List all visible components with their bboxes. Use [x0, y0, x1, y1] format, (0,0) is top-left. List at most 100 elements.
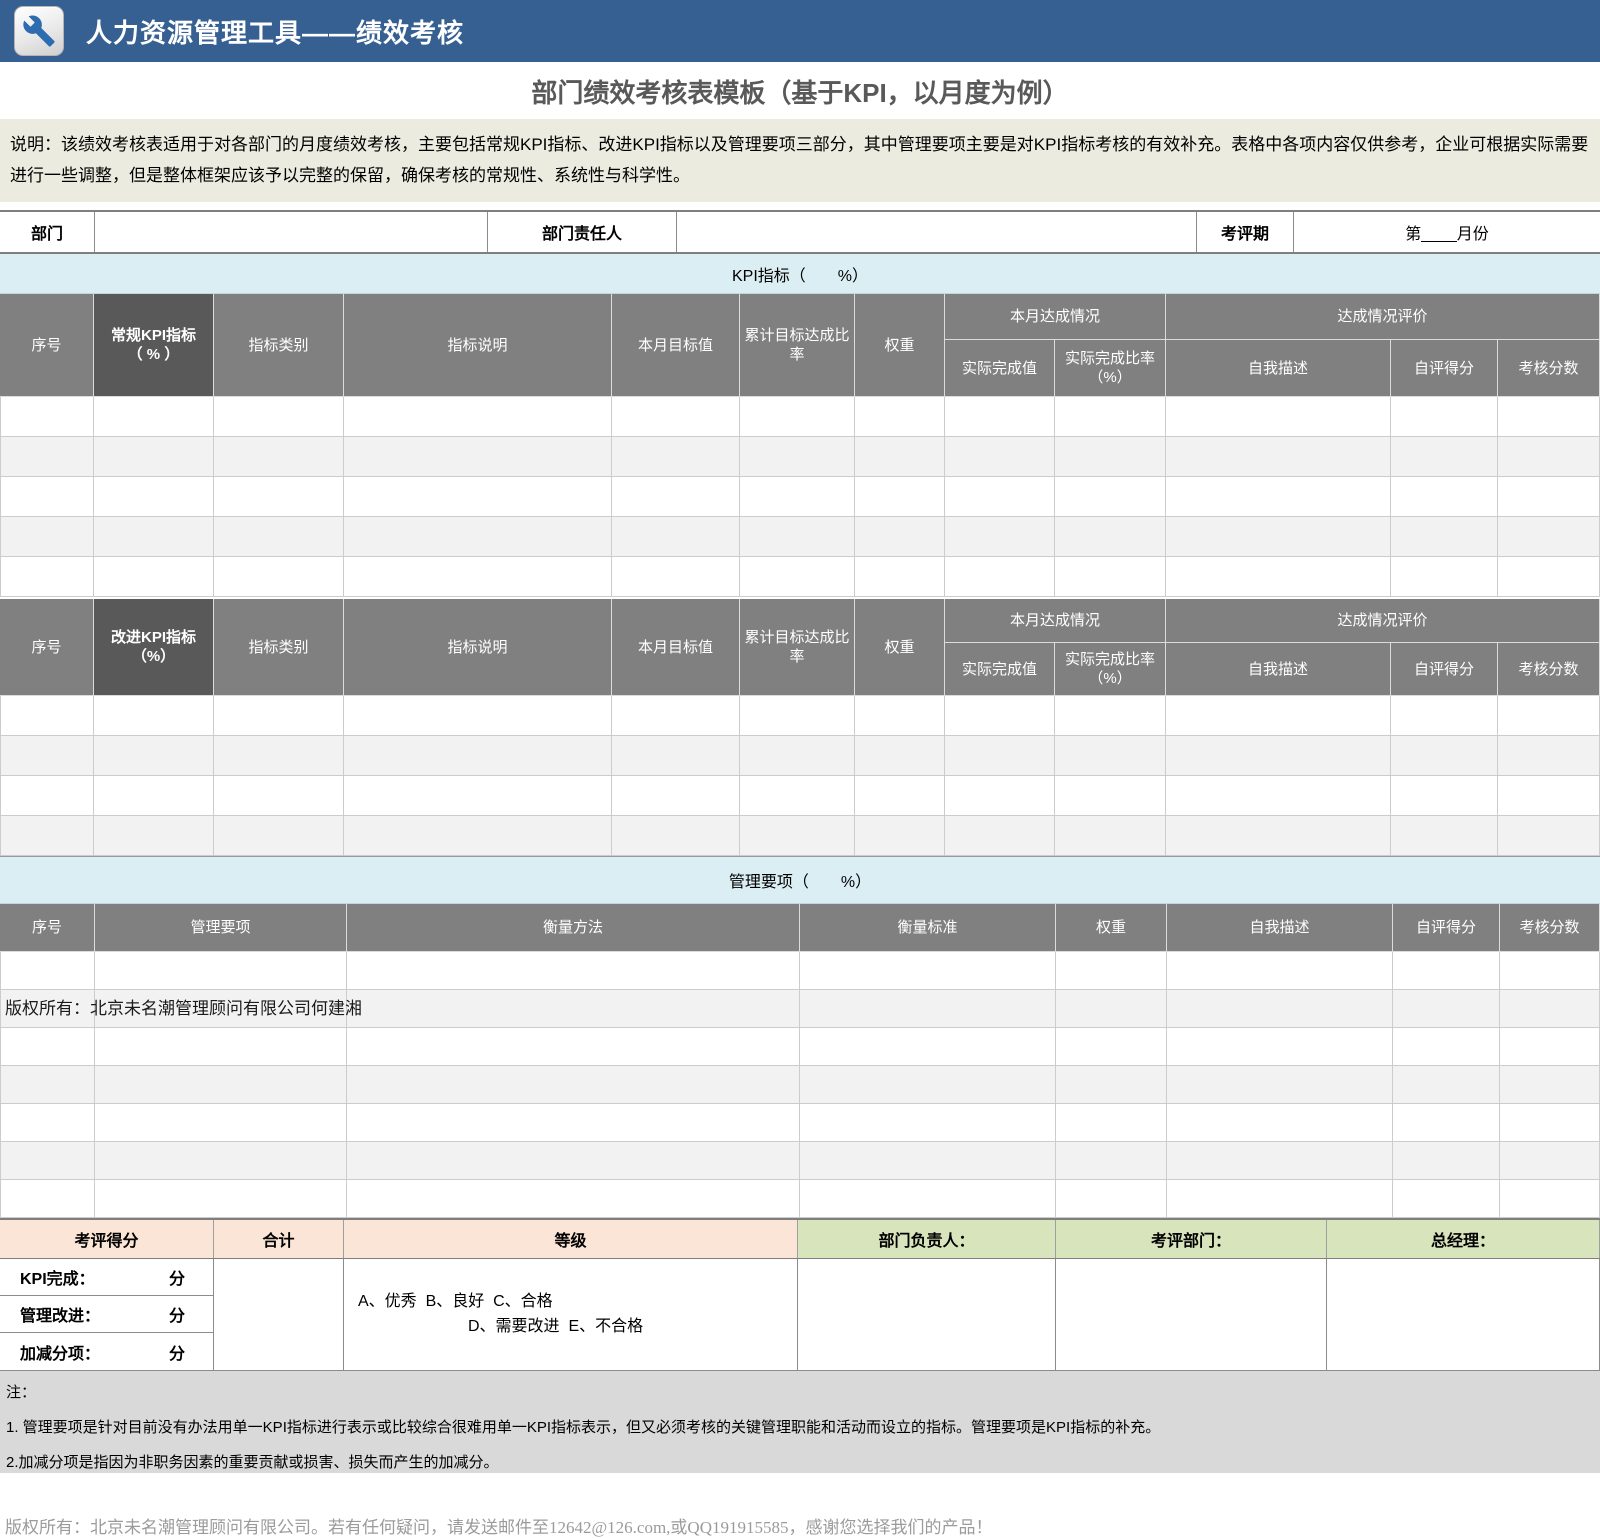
empty-cell[interactable]: [0, 517, 94, 558]
empty-cell[interactable]: [0, 696, 94, 737]
empty-cell[interactable]: [1391, 437, 1498, 478]
empty-cell[interactable]: [1498, 696, 1600, 737]
empty-cell[interactable]: [740, 397, 855, 438]
empty-cell[interactable]: [855, 477, 945, 518]
empty-cell[interactable]: [1498, 397, 1600, 438]
empty-cell[interactable]: [0, 736, 94, 777]
empty-cell[interactable]: [1391, 696, 1498, 737]
empty-cell[interactable]: [1391, 517, 1498, 558]
empty-cell[interactable]: [95, 1142, 347, 1181]
empty-cell[interactable]: [800, 1180, 1056, 1219]
empty-cell[interactable]: [1055, 517, 1166, 558]
owner-input[interactable]: [677, 212, 1197, 253]
empty-cell[interactable]: [344, 816, 612, 857]
empty-cell[interactable]: [94, 397, 214, 438]
empty-cell[interactable]: [1166, 397, 1391, 438]
empty-cell[interactable]: [740, 437, 855, 478]
empty-cell[interactable]: [1167, 1142, 1393, 1181]
empty-cell[interactable]: [214, 736, 344, 777]
empty-cell[interactable]: [1056, 1180, 1167, 1219]
empty-cell[interactable]: [612, 816, 740, 857]
empty-cell[interactable]: [1167, 952, 1393, 991]
empty-cell[interactable]: [740, 776, 855, 817]
empty-cell[interactable]: [0, 952, 95, 991]
empty-cell[interactable]: [855, 696, 945, 737]
empty-cell[interactable]: [1166, 816, 1391, 857]
empty-cell[interactable]: [1056, 1104, 1167, 1143]
empty-cell[interactable]: [1166, 736, 1391, 777]
empty-cell[interactable]: [1500, 1104, 1600, 1143]
empty-cell[interactable]: [1166, 437, 1391, 478]
gm-signature-cell[interactable]: [1327, 1259, 1600, 1371]
empty-cell[interactable]: [1391, 397, 1498, 438]
empty-cell[interactable]: [1500, 1066, 1600, 1105]
empty-cell[interactable]: [1055, 776, 1166, 817]
empty-cell[interactable]: [800, 1028, 1056, 1067]
empty-cell[interactable]: [945, 736, 1055, 777]
empty-cell[interactable]: [347, 1104, 800, 1143]
empty-cell[interactable]: [94, 816, 214, 857]
empty-cell[interactable]: [0, 816, 94, 857]
empty-cell[interactable]: [800, 1066, 1056, 1105]
empty-cell[interactable]: [800, 1104, 1056, 1143]
empty-cell[interactable]: [612, 696, 740, 737]
empty-cell[interactable]: [344, 477, 612, 518]
empty-cell[interactable]: [612, 557, 740, 598]
empty-cell[interactable]: [1393, 1066, 1500, 1105]
empty-cell[interactable]: [1500, 1142, 1600, 1181]
empty-cell[interactable]: [0, 437, 94, 478]
empty-cell[interactable]: [344, 437, 612, 478]
empty-cell[interactable]: [1498, 816, 1600, 857]
empty-cell[interactable]: [612, 397, 740, 438]
empty-cell[interactable]: [945, 557, 1055, 598]
empty-cell[interactable]: [344, 696, 612, 737]
dept-input[interactable]: [95, 212, 488, 253]
empty-cell[interactable]: [347, 952, 800, 991]
empty-cell[interactable]: [1166, 557, 1391, 598]
empty-cell[interactable]: [1498, 517, 1600, 558]
empty-cell[interactable]: [347, 1066, 800, 1105]
empty-cell[interactable]: [0, 1104, 95, 1143]
empty-cell[interactable]: [1498, 736, 1600, 777]
empty-cell[interactable]: [1391, 736, 1498, 777]
empty-cell[interactable]: [347, 1028, 800, 1067]
empty-cell[interactable]: [855, 736, 945, 777]
empty-cell[interactable]: [945, 477, 1055, 518]
empty-cell[interactable]: [1393, 1028, 1500, 1067]
empty-cell[interactable]: [214, 557, 344, 598]
empty-cell[interactable]: [612, 776, 740, 817]
empty-cell[interactable]: [95, 1066, 347, 1105]
empty-cell[interactable]: [1391, 816, 1498, 857]
empty-cell[interactable]: [1167, 1028, 1393, 1067]
empty-cell[interactable]: [214, 437, 344, 478]
empty-cell[interactable]: [740, 736, 855, 777]
empty-cell[interactable]: [1056, 1142, 1167, 1181]
empty-cell[interactable]: [94, 437, 214, 478]
empty-cell[interactable]: [0, 477, 94, 518]
empty-cell[interactable]: [855, 557, 945, 598]
empty-cell[interactable]: [1393, 1142, 1500, 1181]
empty-cell[interactable]: [855, 816, 945, 857]
empty-cell[interactable]: [1498, 477, 1600, 518]
empty-cell[interactable]: [94, 776, 214, 817]
empty-cell[interactable]: [1166, 517, 1391, 558]
empty-cell[interactable]: [800, 1142, 1056, 1181]
empty-cell[interactable]: [1055, 557, 1166, 598]
empty-cell[interactable]: [94, 557, 214, 598]
empty-cell[interactable]: [1055, 736, 1166, 777]
empty-cell[interactable]: [612, 736, 740, 777]
empty-cell[interactable]: [1055, 816, 1166, 857]
empty-cell[interactable]: [1393, 1180, 1500, 1219]
empty-cell[interactable]: [740, 816, 855, 857]
empty-cell[interactable]: [0, 397, 94, 438]
empty-cell[interactable]: [945, 776, 1055, 817]
empty-cell[interactable]: [95, 952, 347, 991]
empty-cell[interactable]: [214, 397, 344, 438]
empty-cell[interactable]: [1055, 477, 1166, 518]
empty-cell[interactable]: [95, 990, 347, 1029]
empty-cell[interactable]: [0, 990, 95, 1029]
empty-cell[interactable]: [214, 517, 344, 558]
empty-cell[interactable]: [95, 1180, 347, 1219]
empty-cell[interactable]: [1166, 776, 1391, 817]
empty-cell[interactable]: [800, 952, 1056, 991]
